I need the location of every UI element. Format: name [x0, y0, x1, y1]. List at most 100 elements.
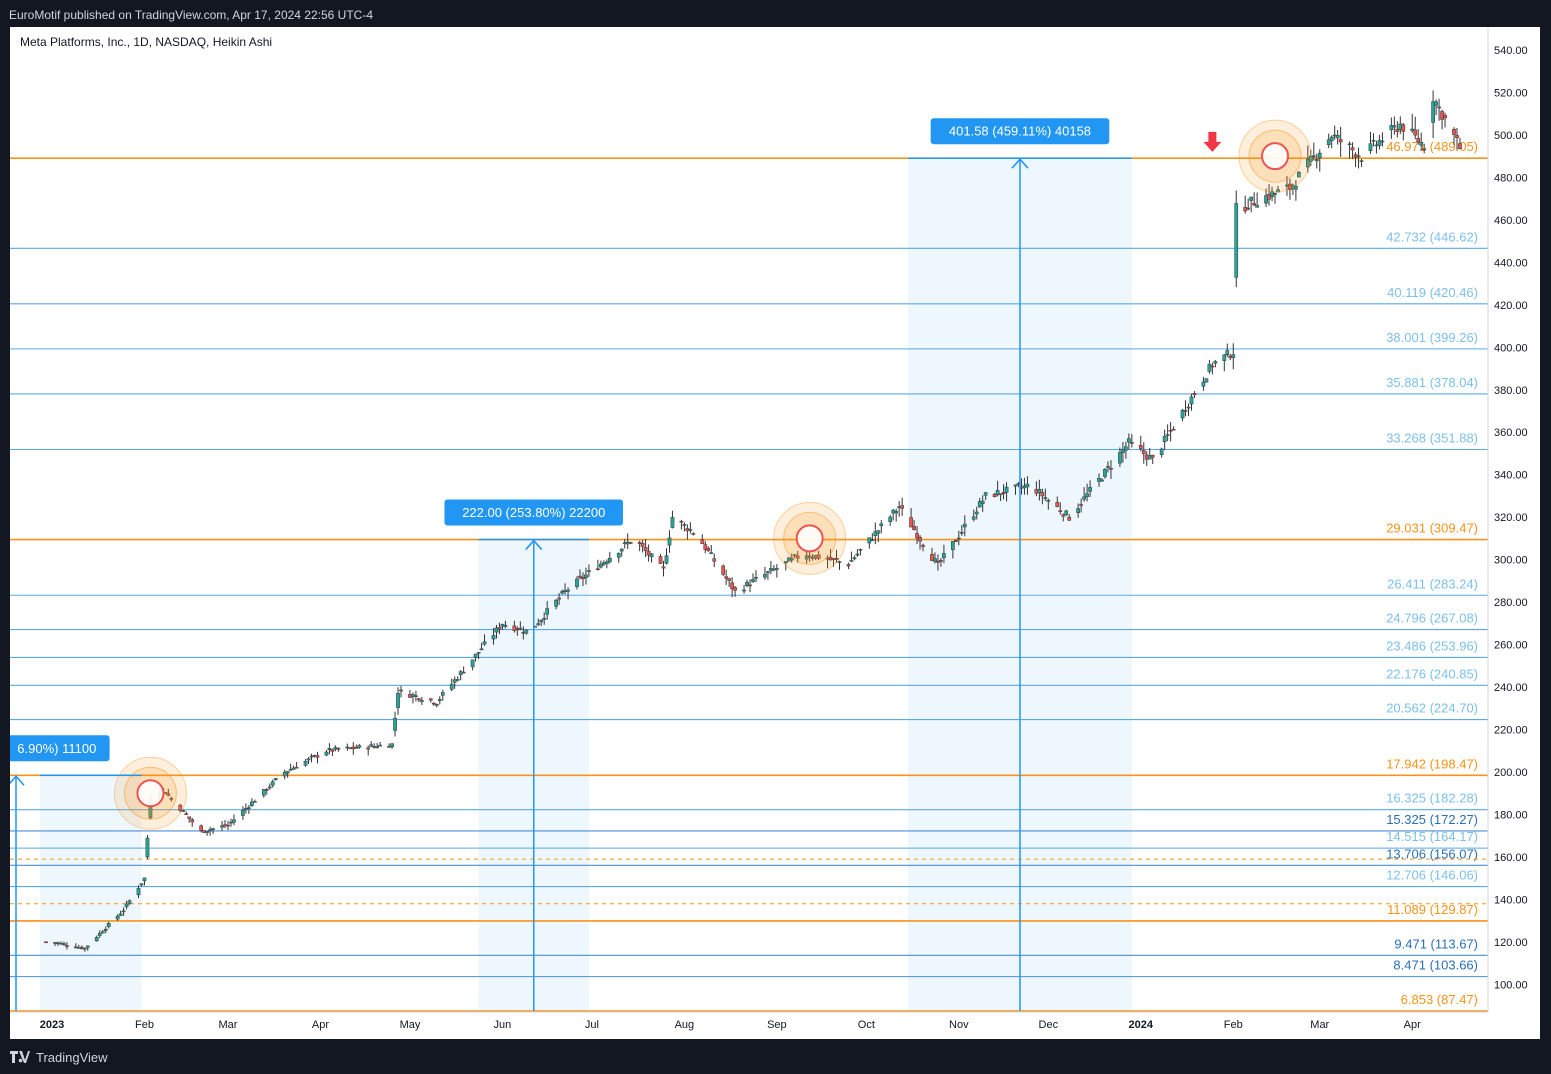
candle-body	[1249, 196, 1254, 201]
candle-body	[458, 671, 463, 676]
candle-body	[1294, 186, 1298, 190]
candle	[962, 515, 967, 537]
candle	[211, 827, 215, 835]
candle-body	[44, 941, 48, 944]
candle-body	[324, 751, 329, 756]
fib-level-label: 33.268 (351.88)	[1386, 430, 1478, 445]
candle-body	[285, 771, 290, 774]
candle-body	[584, 574, 588, 579]
price-axis-label: 200.00	[1494, 767, 1528, 779]
candle-body	[1055, 502, 1060, 507]
candle	[62, 941, 66, 946]
price-chart[interactable]: 46.971 (489.05) 42.732 (446.62) 40.119 (42…	[10, 27, 1540, 1039]
candle-body	[65, 945, 69, 947]
candle-body	[82, 947, 87, 950]
candle	[619, 548, 624, 557]
candle	[849, 551, 854, 562]
candle-body	[545, 608, 550, 615]
candle-body	[998, 493, 1003, 496]
candle-body	[267, 786, 272, 789]
candle	[772, 564, 776, 572]
tradingview-footer[interactable]: TradingView	[10, 1048, 108, 1066]
candle	[661, 560, 666, 577]
candle	[956, 530, 961, 546]
candle	[65, 942, 69, 950]
candle	[503, 620, 508, 629]
candle	[312, 754, 317, 758]
candle	[1150, 454, 1155, 465]
price-axis-label: 240.00	[1494, 682, 1528, 694]
highlight-circles	[113, 119, 1312, 830]
price-axis-label: 540.00	[1494, 45, 1528, 57]
candle-body	[229, 821, 233, 824]
candle-body	[1121, 449, 1125, 453]
candle-body	[646, 550, 651, 556]
candle	[584, 567, 588, 585]
candle	[1317, 149, 1322, 172]
candle	[1043, 488, 1048, 502]
candle-body	[470, 659, 475, 668]
chart-panel[interactable]: 46.971 (489.05) 42.732 (446.62) 40.119 (42…	[10, 27, 1540, 1039]
candle-body	[127, 900, 132, 904]
candle-body	[336, 747, 341, 750]
candle	[1377, 134, 1382, 150]
candle-body	[1103, 469, 1107, 477]
candle-body	[604, 561, 609, 565]
candle-body	[992, 493, 997, 497]
price-axis-label: 140.00	[1494, 894, 1528, 906]
candle-body	[1124, 446, 1128, 451]
candle-body	[909, 517, 913, 528]
fib-levels: 46.971 (489.05) 42.732 (446.62) 40.119 (42…	[10, 139, 1488, 1012]
candle	[270, 779, 275, 788]
candle	[1061, 513, 1066, 522]
candle-body	[1332, 134, 1337, 137]
candle	[202, 830, 206, 833]
candle	[706, 546, 711, 552]
candle	[1246, 198, 1251, 211]
candle-body	[1097, 478, 1101, 482]
candle	[754, 570, 758, 583]
fib-level-label: 42.732 (446.62)	[1386, 229, 1478, 244]
candle	[1308, 149, 1313, 167]
candle	[414, 690, 418, 702]
candle	[285, 771, 290, 778]
candle-body	[1276, 189, 1280, 193]
candle	[763, 566, 767, 580]
candle-body	[136, 888, 141, 896]
candle	[709, 544, 714, 555]
tradingview-logo-icon	[10, 1051, 30, 1063]
candle-body	[521, 632, 526, 634]
candle-body	[1189, 396, 1194, 405]
candle-body	[995, 490, 1000, 496]
candle-body	[795, 555, 800, 559]
measure-label-box	[10, 735, 110, 762]
candle-body	[837, 561, 842, 563]
candle-body	[244, 808, 248, 810]
candle	[264, 788, 269, 795]
time-axis-label: Oct	[858, 1019, 875, 1031]
candle-body	[1297, 171, 1301, 178]
candle-body	[330, 749, 335, 752]
candle	[440, 689, 445, 701]
candle	[115, 914, 120, 921]
candle	[417, 697, 421, 703]
candle	[1118, 447, 1122, 468]
candle-body	[497, 627, 502, 630]
candle-body	[351, 746, 356, 750]
candle-body	[166, 793, 171, 796]
candle	[557, 593, 561, 605]
candle-body	[748, 584, 752, 587]
candle	[992, 493, 997, 498]
candle	[494, 624, 499, 639]
candle-body	[816, 554, 821, 559]
candle-body	[1183, 409, 1188, 412]
candle-body	[1144, 454, 1149, 460]
candle	[977, 497, 982, 508]
candle	[951, 541, 955, 559]
candle	[897, 501, 902, 517]
fib-level-label: 38.001 (399.26)	[1386, 330, 1478, 345]
candle	[181, 809, 186, 812]
candle	[241, 806, 245, 820]
candle-body	[440, 692, 445, 696]
candle-body	[622, 542, 627, 544]
